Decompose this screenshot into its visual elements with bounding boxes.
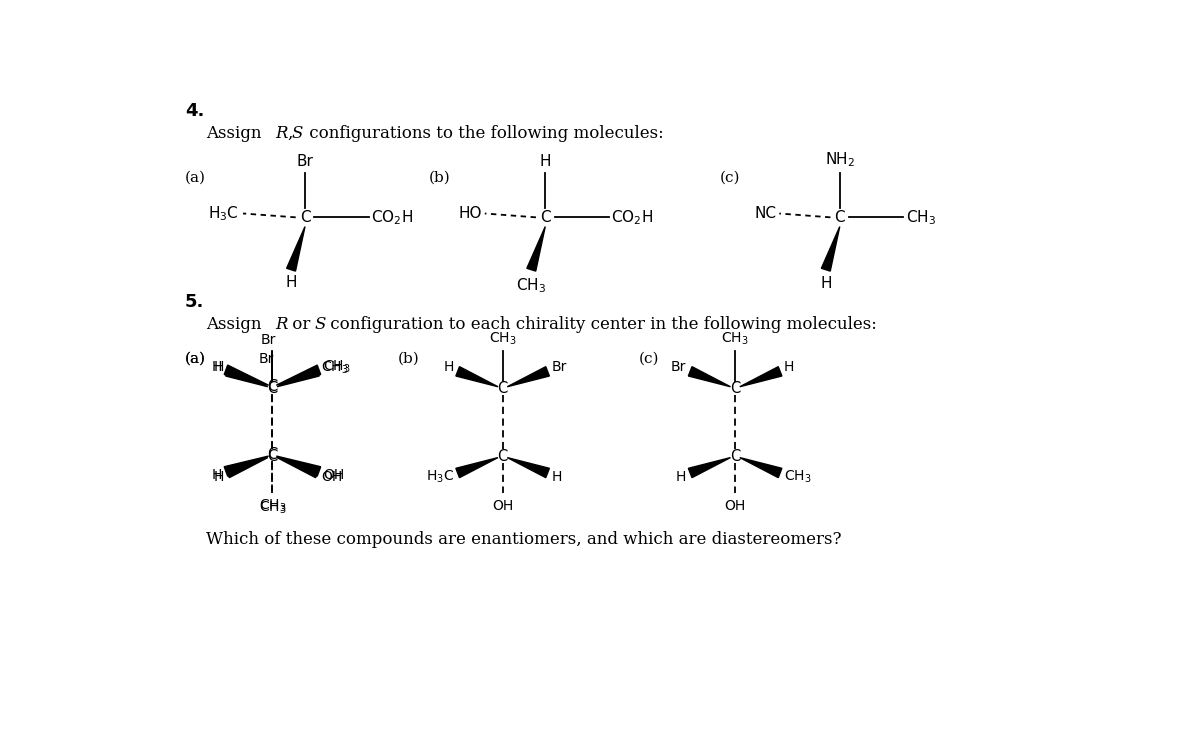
Text: NC: NC <box>755 206 776 221</box>
Text: OH: OH <box>322 470 342 484</box>
Text: H: H <box>820 276 832 291</box>
Polygon shape <box>224 456 269 476</box>
Text: OH: OH <box>725 499 745 513</box>
Text: CH$_3$: CH$_3$ <box>259 498 287 514</box>
Text: H: H <box>540 154 551 169</box>
Text: CO$_2$H: CO$_2$H <box>371 208 413 227</box>
Text: (a): (a) <box>185 171 206 185</box>
Polygon shape <box>456 457 498 477</box>
Text: OH: OH <box>323 468 344 481</box>
Text: OH: OH <box>492 499 514 513</box>
Text: CH$_3$: CH$_3$ <box>322 360 349 376</box>
Text: Assign: Assign <box>206 125 266 142</box>
Text: (a): (a) <box>185 352 206 366</box>
Polygon shape <box>689 457 731 477</box>
Polygon shape <box>277 367 319 386</box>
Text: H: H <box>214 360 223 374</box>
Text: R: R <box>276 125 288 142</box>
Text: CH$_3$: CH$_3$ <box>323 359 350 375</box>
Polygon shape <box>739 367 782 386</box>
Polygon shape <box>224 365 269 385</box>
Text: 5.: 5. <box>185 292 204 311</box>
Text: Br: Br <box>296 154 313 169</box>
Text: 4.: 4. <box>185 102 204 120</box>
Text: (c): (c) <box>638 352 659 366</box>
Polygon shape <box>508 457 550 477</box>
Text: H: H <box>214 470 223 484</box>
Polygon shape <box>277 457 319 477</box>
Text: CH$_3$: CH$_3$ <box>784 468 811 485</box>
Text: C: C <box>834 210 845 225</box>
Text: H: H <box>552 470 562 484</box>
Text: C: C <box>730 448 740 463</box>
Text: S: S <box>314 316 325 333</box>
Text: C: C <box>540 210 551 225</box>
Polygon shape <box>276 365 320 385</box>
Text: Br: Br <box>552 360 566 374</box>
Text: CH$_3$: CH$_3$ <box>721 331 749 348</box>
Text: H: H <box>211 360 222 374</box>
Text: H$_3$C: H$_3$C <box>209 204 239 223</box>
Text: CO$_2$H: CO$_2$H <box>611 208 653 227</box>
Text: C: C <box>268 447 277 462</box>
Text: CH$_3$: CH$_3$ <box>906 208 936 227</box>
Text: (b): (b) <box>398 352 420 366</box>
Text: C: C <box>268 448 277 463</box>
Text: or: or <box>287 316 316 333</box>
Polygon shape <box>689 367 731 386</box>
Text: (c): (c) <box>720 171 740 185</box>
Text: C: C <box>730 380 740 396</box>
Text: (b): (b) <box>430 171 451 185</box>
Text: (a): (a) <box>185 352 206 366</box>
Polygon shape <box>226 367 268 386</box>
Text: C: C <box>268 380 277 396</box>
Text: H: H <box>286 275 296 290</box>
Text: Br: Br <box>260 333 276 348</box>
Polygon shape <box>739 457 782 477</box>
Text: NH$_2$: NH$_2$ <box>824 150 854 169</box>
Text: C: C <box>498 380 508 396</box>
Text: H$_3$C: H$_3$C <box>426 468 454 485</box>
Polygon shape <box>456 367 498 386</box>
Text: Which of these compounds are enantiomers, and which are diastereomers?: Which of these compounds are enantiomers… <box>206 531 841 548</box>
Text: configurations to the following molecules:: configurations to the following molecule… <box>305 125 664 142</box>
Text: CH$_3$: CH$_3$ <box>488 331 516 348</box>
Polygon shape <box>527 227 545 271</box>
Text: H: H <box>444 360 454 374</box>
Text: H: H <box>211 468 222 481</box>
Text: R: R <box>276 316 288 333</box>
Text: CH$_3$: CH$_3$ <box>259 499 287 515</box>
Polygon shape <box>226 457 268 477</box>
Polygon shape <box>821 227 840 271</box>
Text: H: H <box>784 360 794 374</box>
Text: configuration to each chirality center in the following molecules:: configuration to each chirality center i… <box>325 316 877 333</box>
Text: C: C <box>268 379 277 394</box>
Text: Br: Br <box>671 360 686 374</box>
Polygon shape <box>276 456 320 476</box>
Text: S: S <box>292 125 304 142</box>
Polygon shape <box>287 227 305 271</box>
Text: C: C <box>300 210 311 225</box>
Text: CH$_3$: CH$_3$ <box>516 276 546 295</box>
Text: Assign: Assign <box>206 316 266 333</box>
Text: ,: , <box>287 125 293 142</box>
Text: HO: HO <box>458 206 481 221</box>
Text: H: H <box>676 470 686 484</box>
Text: Br: Br <box>258 352 274 366</box>
Text: C: C <box>498 448 508 463</box>
Polygon shape <box>508 367 550 386</box>
